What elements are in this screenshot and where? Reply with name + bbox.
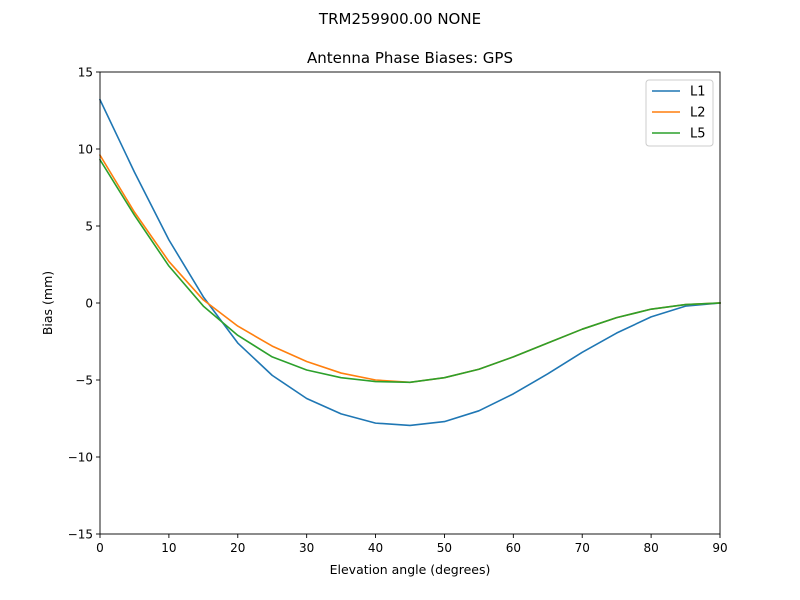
x-tick-label: 10 bbox=[161, 541, 176, 555]
chart-title: Antenna Phase Biases: GPS bbox=[307, 49, 513, 67]
x-tick-label: 90 bbox=[712, 541, 727, 555]
x-tick-label: 70 bbox=[575, 541, 590, 555]
x-tick-label: 0 bbox=[96, 541, 104, 555]
x-tick-label: 20 bbox=[230, 541, 245, 555]
legend-label-l2: L2 bbox=[690, 106, 706, 121]
legend: L1 L2 L5 bbox=[645, 79, 714, 147]
y-tick-label: −5 bbox=[75, 374, 93, 388]
x-tick-label: 40 bbox=[368, 541, 383, 555]
y-tick-label: 5 bbox=[85, 220, 93, 234]
x-tick-label: 50 bbox=[437, 541, 452, 555]
y-axis-label: Bias (mm) bbox=[40, 271, 55, 335]
y-tick-label: −15 bbox=[68, 528, 93, 542]
series-line-l2 bbox=[98, 154, 721, 384]
x-tick-label: 30 bbox=[299, 541, 314, 555]
series-line-l5 bbox=[98, 158, 721, 384]
y-tick-label: 15 bbox=[78, 66, 93, 80]
y-tick-label: 10 bbox=[78, 143, 93, 157]
legend-label-l1: L1 bbox=[690, 85, 706, 100]
legend-box bbox=[645, 79, 714, 147]
x-axis-label: Elevation angle (degrees) bbox=[330, 562, 491, 577]
y-tick-label: 0 bbox=[85, 297, 93, 311]
x-tick-label: 80 bbox=[643, 541, 658, 555]
y-tick-label: −10 bbox=[68, 451, 93, 465]
plot-lines bbox=[98, 98, 721, 427]
series-line-l1 bbox=[98, 98, 721, 427]
legend-label-l5: L5 bbox=[690, 127, 706, 142]
x-axis-ticks: 0 10 20 30 40 50 60 70 80 90 bbox=[96, 534, 728, 555]
x-tick-label: 60 bbox=[506, 541, 521, 555]
y-axis-ticks: −15 −10 −5 0 5 10 15 bbox=[68, 66, 100, 542]
plot-frame bbox=[99, 71, 721, 535]
chart-suptitle: TRM259900.00 NONE bbox=[318, 10, 481, 28]
